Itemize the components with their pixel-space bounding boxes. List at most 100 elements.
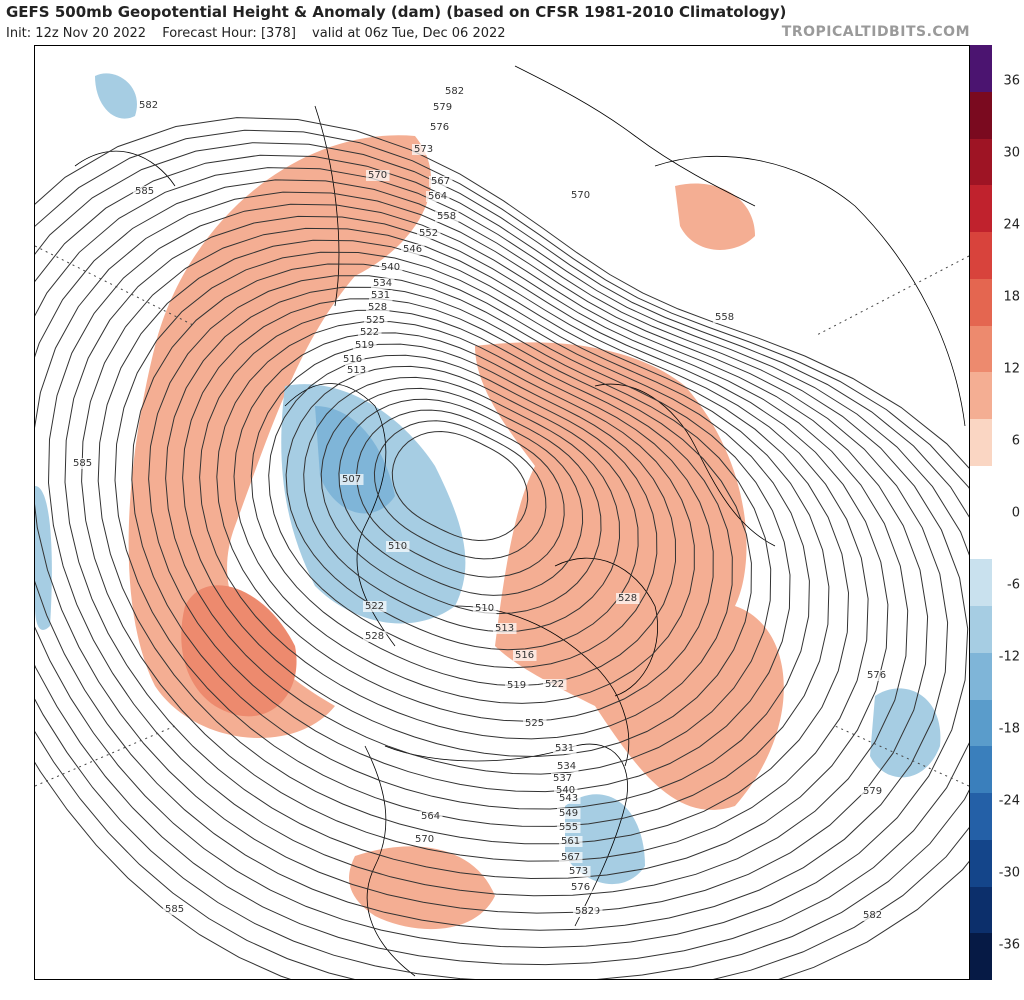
contour-label-bg <box>353 340 377 351</box>
contour-label-bg <box>543 679 567 690</box>
colorbar-tick-label: 6 <box>1011 433 1020 449</box>
contour-label-bg <box>473 603 497 614</box>
contour-label-bg <box>435 211 459 222</box>
contour-label: 510 <box>475 603 494 614</box>
contour-label: 543 <box>559 793 578 804</box>
contour-label-bg <box>557 822 581 833</box>
contour-label-bg <box>364 315 388 326</box>
contour-label: 579 <box>863 786 882 797</box>
colorbar-tick-label: 18 <box>1003 289 1020 305</box>
anomaly-shading <box>35 73 941 930</box>
chart-subtitle: Init: 12z Nov 20 2022 Forecast Hour: [37… <box>6 26 518 41</box>
contour-label-bg <box>523 718 547 729</box>
contour-label: 525 <box>366 315 385 326</box>
contour-label: 561 <box>561 836 580 847</box>
height-contour <box>64 215 889 880</box>
contour-label: 528 <box>365 631 384 642</box>
contour-label-bg <box>163 904 187 915</box>
anomaly-region <box>870 688 941 778</box>
contour-label-bg <box>559 852 583 863</box>
colorbar-swatch <box>970 886 992 934</box>
height-contour <box>131 263 810 810</box>
contour-label-bg <box>861 786 885 797</box>
contour-label-bg <box>401 244 425 255</box>
contour-label-bg <box>386 541 410 552</box>
colorbar-swatch <box>970 185 992 232</box>
contour-label-bg <box>341 354 365 365</box>
height-contour <box>373 420 547 560</box>
contour-label-bg <box>71 458 95 469</box>
contour-label: 582 <box>445 86 464 97</box>
colorbar-swatch <box>970 138 992 186</box>
contour-label-bg <box>369 290 393 301</box>
contour-label-bg <box>567 866 591 877</box>
coastlines <box>74 65 966 977</box>
contour-label-bg <box>554 785 578 796</box>
colorbar-tick-label: -12 <box>998 649 1020 665</box>
colorbar-swatch <box>970 91 992 139</box>
height-contour <box>35 167 969 949</box>
height-contour <box>233 332 695 704</box>
height-contour <box>320 387 602 615</box>
contour-label: 528 <box>618 593 637 604</box>
meridian-line <box>35 725 176 787</box>
anomaly-region <box>675 183 755 250</box>
coastline <box>554 557 658 697</box>
contour-label-bg <box>551 773 575 784</box>
contour-label: 555 <box>559 822 578 833</box>
contour-label: 516 <box>515 650 534 661</box>
height-contour <box>35 142 969 979</box>
valid-time: valid at 06z Tue, Dec 06 2022 <box>312 26 506 41</box>
colorbar <box>970 45 992 980</box>
colorbar-swatch <box>970 232 992 279</box>
contour-label-bg <box>443 86 467 97</box>
anomaly-region <box>128 135 432 739</box>
contour-label: 567 <box>431 176 450 187</box>
contour-label: 507 <box>342 474 361 485</box>
contour-label-bg <box>865 670 889 681</box>
contour-label: 549 <box>559 808 578 819</box>
height-contour <box>165 286 772 775</box>
contour-label: 531 <box>371 290 390 301</box>
meridian-line <box>814 255 969 337</box>
contour-label: 585 <box>135 186 154 197</box>
contour-label-bg <box>379 262 403 273</box>
contour-label-bg <box>573 906 597 917</box>
contour-label-bg <box>363 601 387 612</box>
contour-label-bg <box>363 631 387 642</box>
contour-label: 534 <box>373 278 392 289</box>
contour-label: 510 <box>388 541 407 552</box>
colorbar-swatch <box>970 419 992 466</box>
colorbar-tick-label: 12 <box>1003 361 1020 377</box>
contour-label: 534 <box>557 761 576 772</box>
contour-label: 564 <box>428 191 447 202</box>
height-contours <box>35 117 969 979</box>
contour-label-bg <box>713 312 737 323</box>
contour-label-bg <box>569 190 593 201</box>
colorbar-tick-label: 24 <box>1003 217 1020 233</box>
coastline <box>454 605 630 767</box>
colorbar-swatch <box>970 559 992 606</box>
contour-label-bg <box>419 811 443 822</box>
colorbar-swatch <box>970 606 992 653</box>
contour-label-bg <box>137 100 161 111</box>
contour-labels: 5825795765735705675645585525465405345315… <box>71 86 889 921</box>
coastline <box>654 155 966 427</box>
contour-label-bg <box>366 170 390 181</box>
contour-label: 558 <box>715 312 734 323</box>
height-contour <box>97 239 850 845</box>
chart-title: GEFS 500mb Geopotential Height & Anomaly… <box>6 3 787 21</box>
contour-label: 582 <box>863 910 882 921</box>
anomaly-region <box>35 486 52 630</box>
colorbar-swatch <box>970 45 992 92</box>
colorbar-swatch <box>970 325 992 373</box>
height-contour <box>35 117 969 979</box>
contour-label: 531 <box>555 743 574 754</box>
contour-label: 540 <box>381 262 400 273</box>
contour-label-bg <box>559 836 583 847</box>
map-panel: 582 579 576 573 570 567 564 558 552 546 540 534 531 5… <box>34 45 970 980</box>
contour-label: 564 <box>421 811 440 822</box>
contour-label-bg <box>557 808 581 819</box>
colorbar-swatch <box>970 372 992 419</box>
height-contour <box>148 275 791 793</box>
